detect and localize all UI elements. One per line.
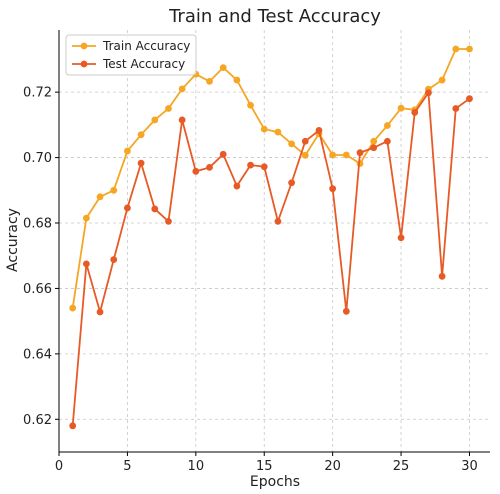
data-point [342,307,350,315]
data-point [466,45,473,53]
data-point [69,304,77,312]
data-point [274,128,282,136]
x-tick-label: 0 [55,459,63,474]
data-point [124,147,131,155]
data-point [452,45,460,53]
data-point [329,151,337,159]
legend-swatch-marker [80,60,88,68]
data-point [82,214,90,222]
data-point [219,150,227,158]
data-point [192,167,200,175]
legend-box [65,34,197,76]
data-point [288,179,296,187]
x-tick-label: 30 [461,459,478,474]
series-test-accuracy [69,89,473,430]
data-point [370,137,378,145]
data-point [260,163,268,171]
data-point [383,122,391,129]
data-point [301,151,309,159]
x-axis-title: Epochs [250,474,300,490]
data-point [397,104,405,112]
series-train-accuracy [69,45,473,312]
data-point [96,193,104,201]
data-point [370,144,378,152]
data-point [110,186,118,194]
data-point [452,105,460,112]
data-point [301,137,309,145]
data-point [342,151,350,159]
data-point [397,234,405,242]
y-tick-label: 0.66 [23,282,52,297]
data-point [151,205,159,213]
data-point [137,159,145,167]
series-line [71,90,471,426]
x-tick-label: 5 [123,459,131,474]
data-point [137,131,145,139]
data-point [260,125,268,133]
y-tick-label: 0.68 [23,217,52,232]
series-line [71,48,470,309]
data-point [96,308,104,316]
data-point [247,101,254,109]
legend: Train Accuracy Test Accuracy [65,34,197,76]
data-point [425,89,432,97]
data-point [247,161,254,169]
data-point [69,422,77,430]
data-point [82,260,90,268]
data-point [438,272,446,280]
x-tick-label: 15 [256,459,273,474]
y-tick-label: 0.62 [23,413,52,428]
data-point [329,185,337,193]
legend-label: Train Accuracy [102,39,190,53]
x-tick-label: 25 [393,459,410,474]
data-point [466,95,473,103]
y-tick-label: 0.70 [23,151,52,166]
axes: 0 5 10 15 20 25 30 0.62 0.64 0.66 0.68 0.70 0.72 [23,30,490,474]
data-point [438,76,446,84]
legend-swatch-marker [80,42,88,50]
x-tick-label: 20 [324,459,341,474]
legend-item: Train Accuracy [72,39,190,53]
legend-label: Test Accuracy [102,57,185,71]
legend-item: Test Accuracy [72,57,185,71]
data-point [178,85,186,93]
chart-title: Train and Test Accuracy [168,6,381,27]
data-point [233,76,241,84]
data-point [165,105,172,112]
data-point [165,217,172,225]
data-point [233,182,241,190]
data-point [151,116,159,124]
x-tick-label: 10 [188,459,205,474]
data-point [219,64,227,72]
data-point [110,256,118,264]
y-axis-title: Accuracy [5,208,21,272]
series-layer [69,45,473,430]
data-point [356,149,364,157]
data-point [411,109,419,116]
data-point [315,127,323,134]
data-point [178,116,186,124]
data-point [124,204,131,212]
data-point [206,77,213,85]
data-point [274,217,282,225]
data-point [288,140,296,148]
data-point [383,137,391,145]
y-tick-label: 0.72 [23,86,52,101]
y-tick-label: 0.64 [23,347,52,362]
data-point [206,163,213,171]
